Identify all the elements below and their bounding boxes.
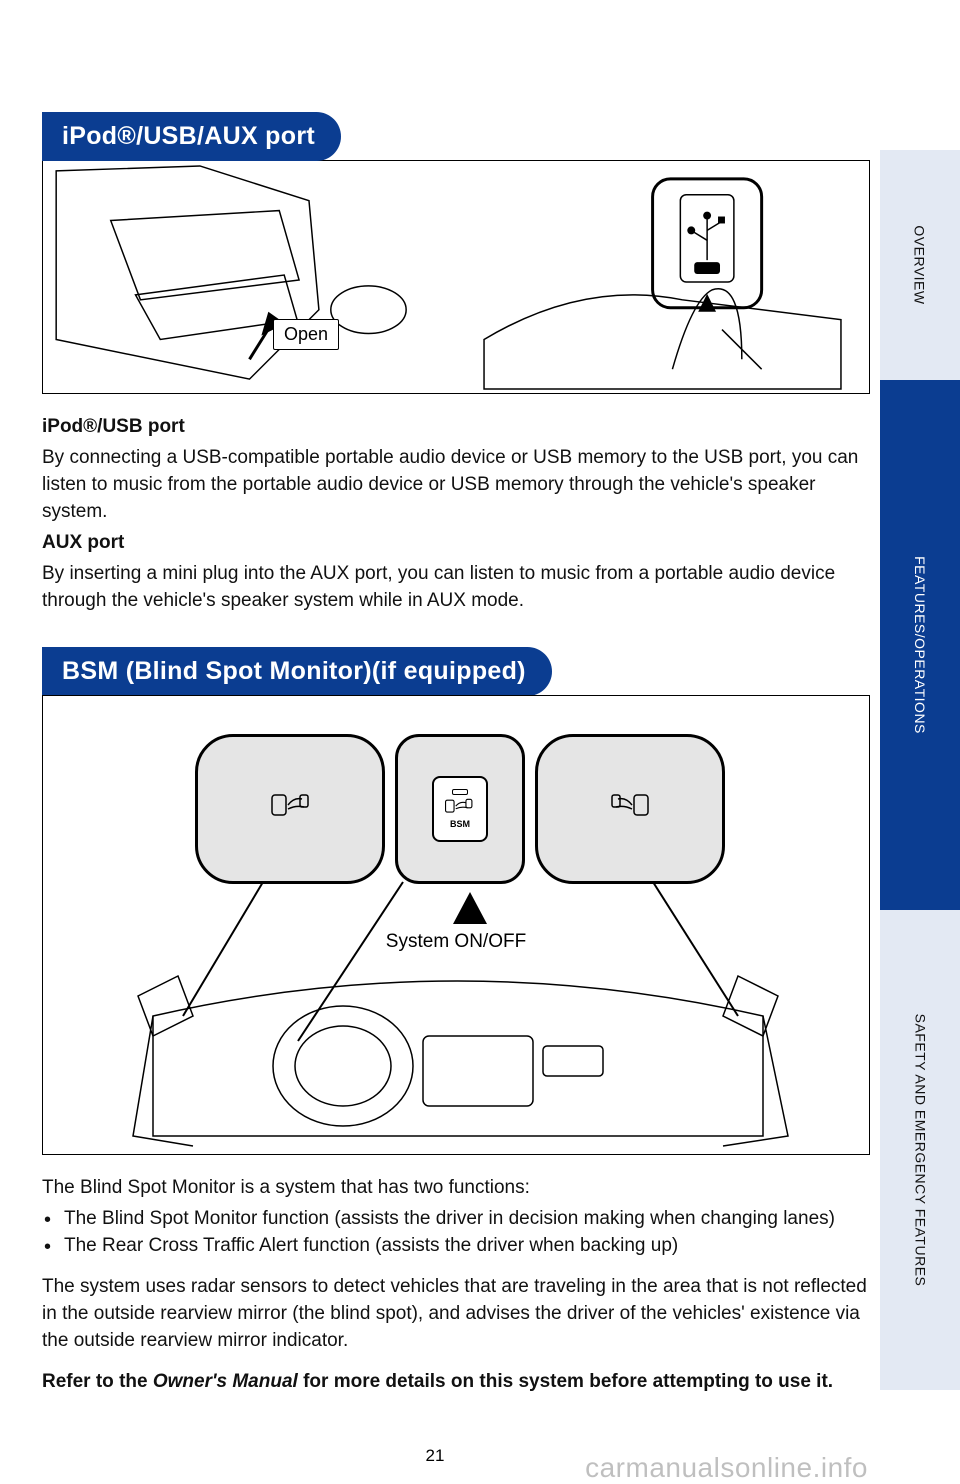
bsm-bullet-1: The Blind Spot Monitor function (assists… [42,1206,870,1233]
bsm-closing-suffix: for more details on this system before a… [298,1371,833,1392]
section-header-bsm: BSM (Blind Spot Monitor)(if equipped) [42,647,552,696]
tab-safety-emergency[interactable]: SAFETY AND EMERGENCY FEATURES [880,910,960,1390]
section2-body: The Blind Spot Monitor is a system that … [42,1175,870,1396]
page-root: OVERVIEW FEATURES/OPERATIONS SAFETY AND … [0,0,960,1484]
watermark: carmanualsonline.info [585,1452,868,1484]
port-detail-lineart-icon [456,161,869,393]
section-header-ipod-usb-aux: iPod®/USB/AUX port [42,112,341,161]
section-header-bsm-label: BSM (Blind Spot Monitor)(if equipped) [62,657,526,685]
figure-ipod-usb-aux: Open [42,160,870,394]
figure-console-open: Open [43,161,456,393]
bsm-bullet-2: The Rear Cross Traffic Alert function (a… [42,1233,870,1260]
content-column: iPod®/USB/AUX port Open [42,0,870,1484]
bsm-callout-lines-icon [43,696,871,1156]
section-header-ipod-usb-aux-label: iPod®/USB/AUX port [62,122,315,150]
bsm-system-onoff-label: System ON/OFF [43,931,869,953]
ipod-usb-port-body: By connecting a USB-compatible portable … [42,445,870,526]
bsm-function-list: The Blind Spot Monitor function (assists… [42,1206,870,1260]
bsm-intro: The Blind Spot Monitor is a system that … [42,1175,870,1202]
aux-port-heading: AUX port [42,532,124,553]
tab-features-label: FEATURES/OPERATIONS [912,556,928,734]
bsm-closing: Refer to the Owner's Manual for more det… [42,1369,870,1396]
console-lineart-icon [43,161,456,393]
bsm-closing-prefix: Refer to the [42,1371,153,1392]
bsm-radar-paragraph: The system uses radar sensors to detect … [42,1274,870,1355]
tab-features-operations[interactable]: FEATURES/OPERATIONS [880,380,960,910]
ipod-usb-port-heading: iPod®/USB port [42,416,185,437]
tab-overview[interactable]: OVERVIEW [880,150,960,380]
section1-body: iPod®/USB port By connecting a USB-compa… [42,414,870,615]
aux-port-body: By inserting a mini plug into the AUX po… [42,561,870,615]
section-spacer [42,619,870,647]
open-label: Open [273,319,339,350]
side-tab-strip: OVERVIEW FEATURES/OPERATIONS SAFETY AND … [880,0,960,1484]
tab-safety-label: SAFETY AND EMERGENCY FEATURES [912,1014,928,1287]
figure-bsm: BSM [42,695,870,1155]
bsm-closing-em: Owner's Manual [153,1371,298,1392]
tab-overview-label: OVERVIEW [912,225,928,304]
figure-port-detail [456,161,869,393]
